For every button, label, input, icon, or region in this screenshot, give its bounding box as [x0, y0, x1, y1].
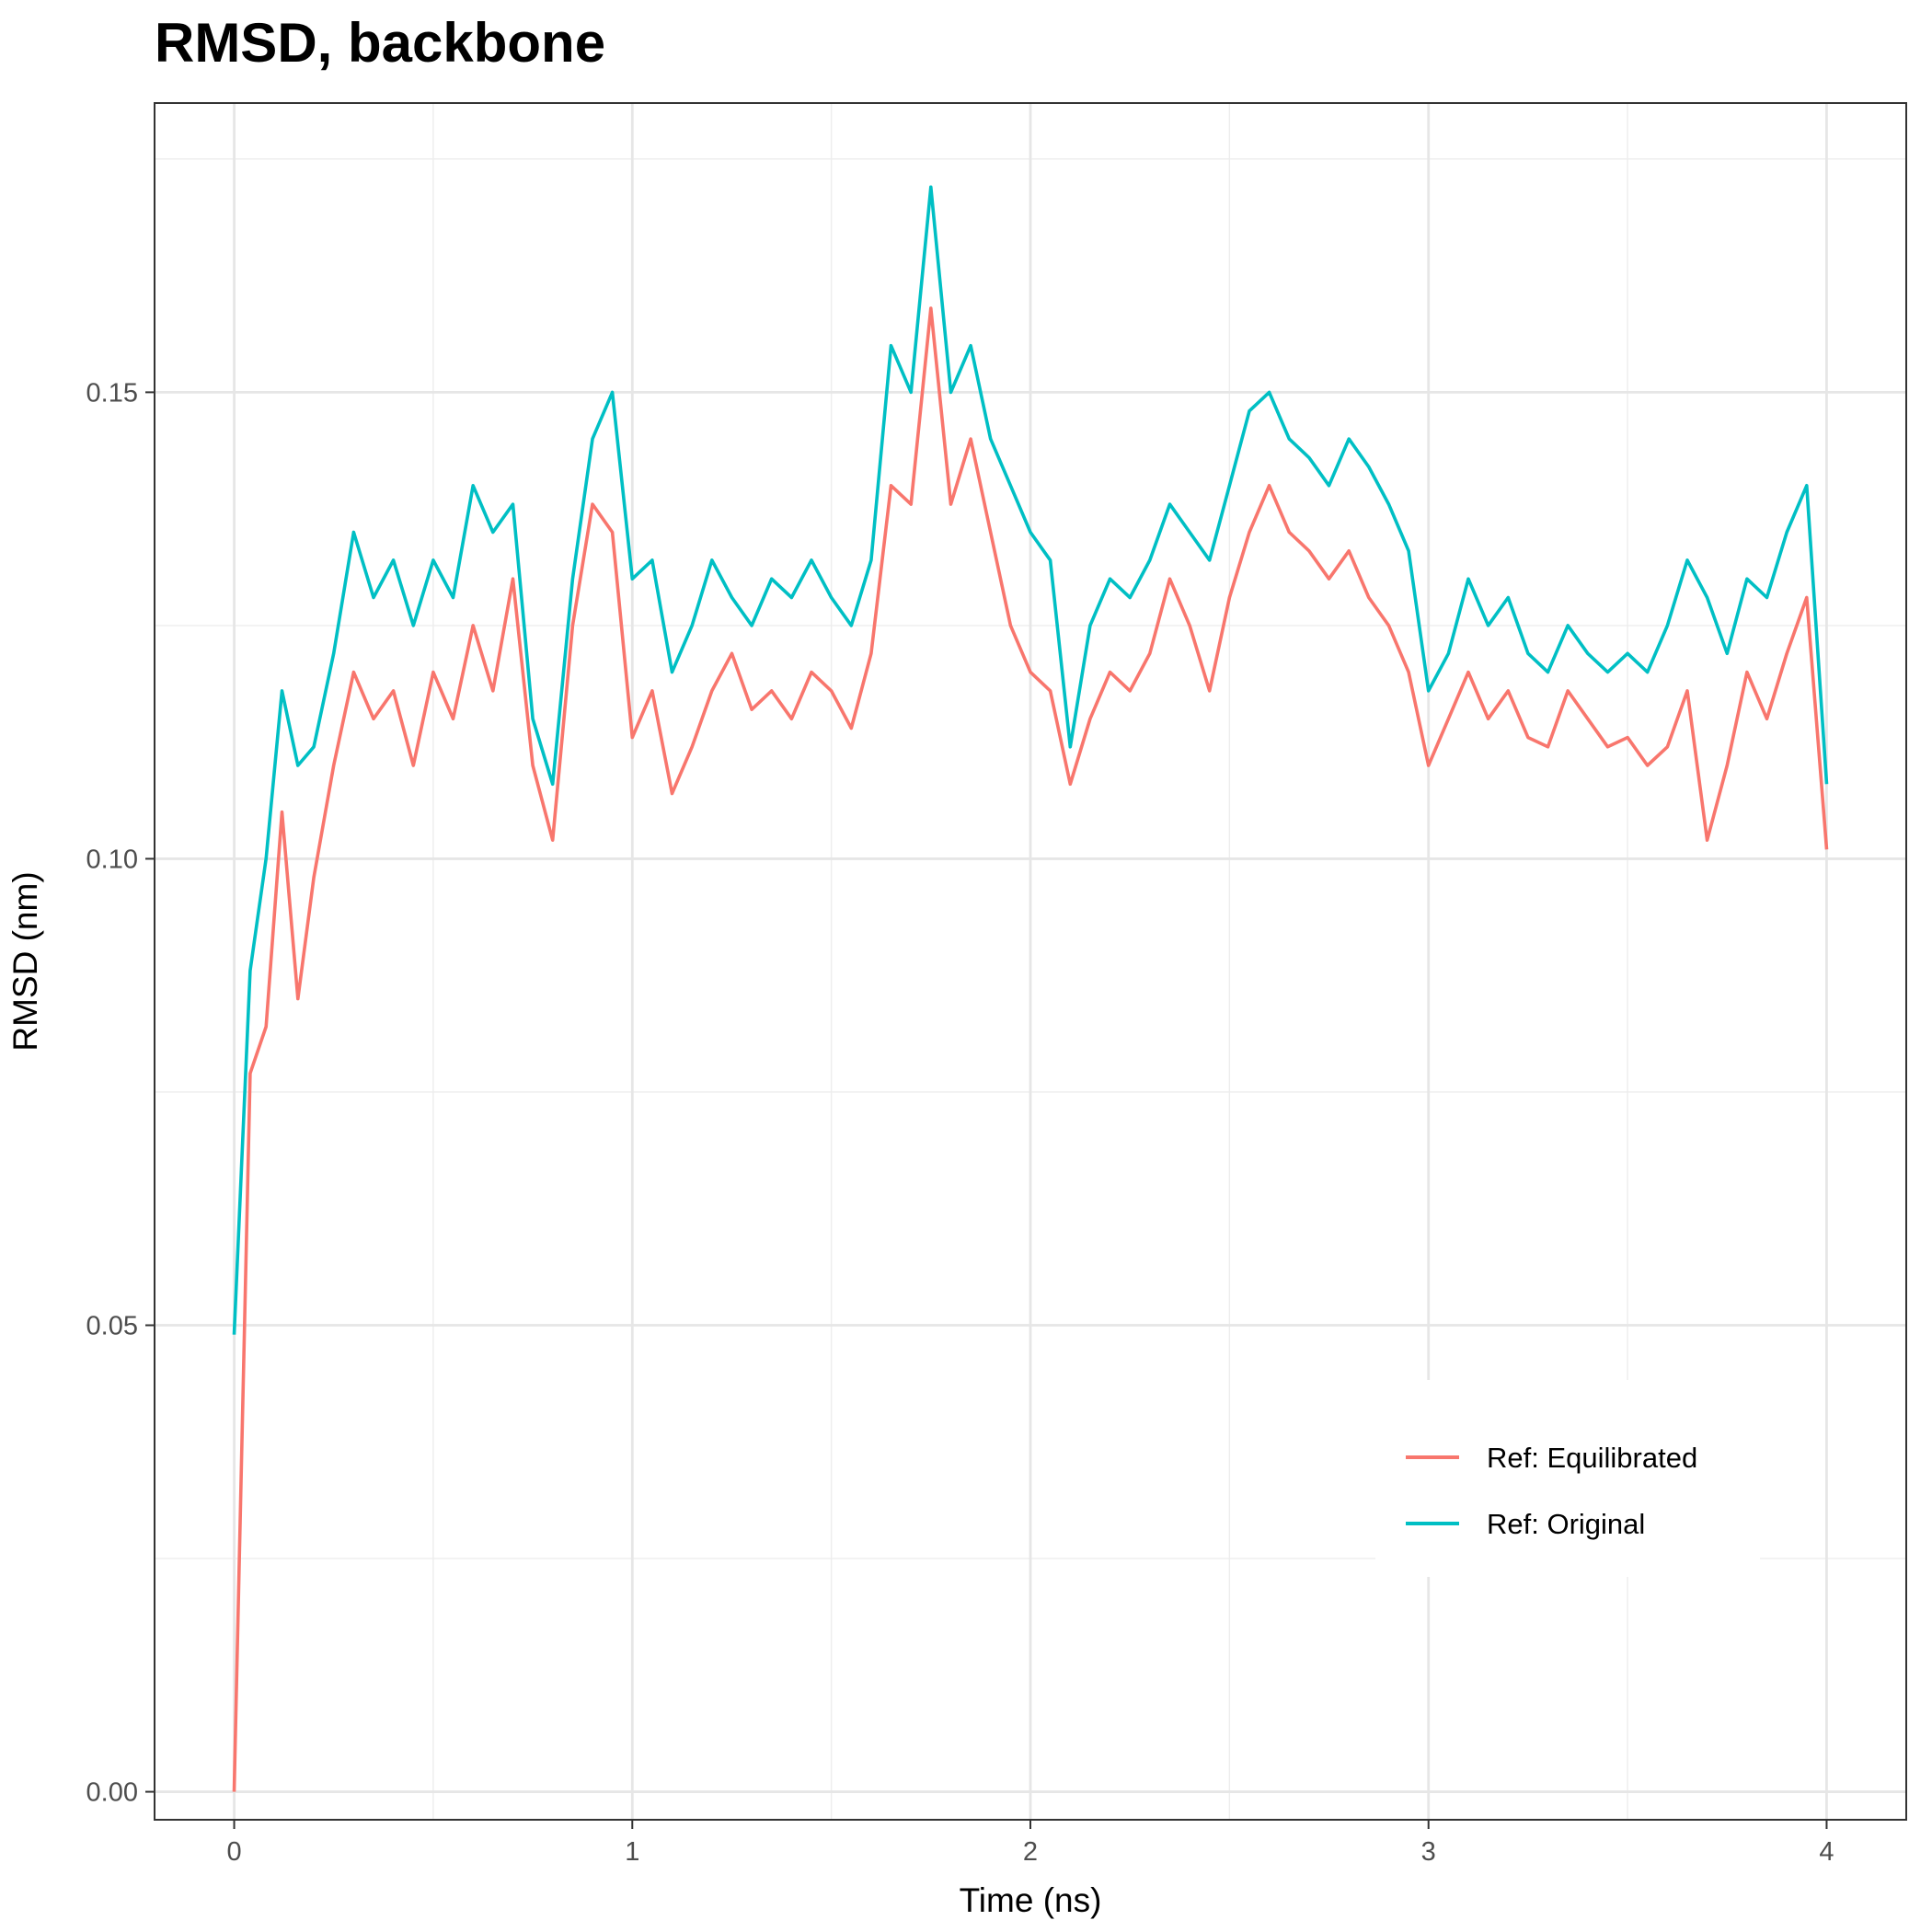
x-tick-label: 3 [1421, 1837, 1436, 1867]
y-tick-label: 0.00 [86, 1778, 138, 1808]
x-tick-label: 4 [1819, 1837, 1834, 1867]
y-axis-title: RMSD (nm) [6, 871, 44, 1051]
y-tick-label: 0.05 [86, 1312, 138, 1341]
legend: Ref: Equilibrated Ref: Original [1375, 1380, 1760, 1577]
x-axis-title: Time (ns) [960, 1881, 1102, 1919]
y-tick-label: 0.15 [86, 378, 138, 408]
major-grid [155, 103, 1906, 1820]
chart-title: RMSD, backbone [155, 12, 606, 74]
series-line-original [232, 185, 1829, 1335]
x-tick-labels: 0 1 2 3 4 [226, 1837, 1834, 1867]
series-line-equilibrated [232, 306, 1829, 1792]
y-tick-label: 0.10 [86, 845, 138, 874]
axis-ticks [145, 391, 1828, 1829]
legend-label: Ref: Original [1487, 1508, 1645, 1540]
legend-label: Ref: Equilibrated [1487, 1442, 1697, 1474]
x-tick-label: 0 [226, 1837, 241, 1867]
y-tick-labels: 0.00 0.05 0.10 0.15 [86, 378, 138, 1807]
series-layer [232, 185, 1829, 1792]
x-tick-label: 1 [625, 1837, 639, 1867]
legend-box [1375, 1380, 1760, 1577]
x-tick-label: 2 [1023, 1837, 1038, 1867]
